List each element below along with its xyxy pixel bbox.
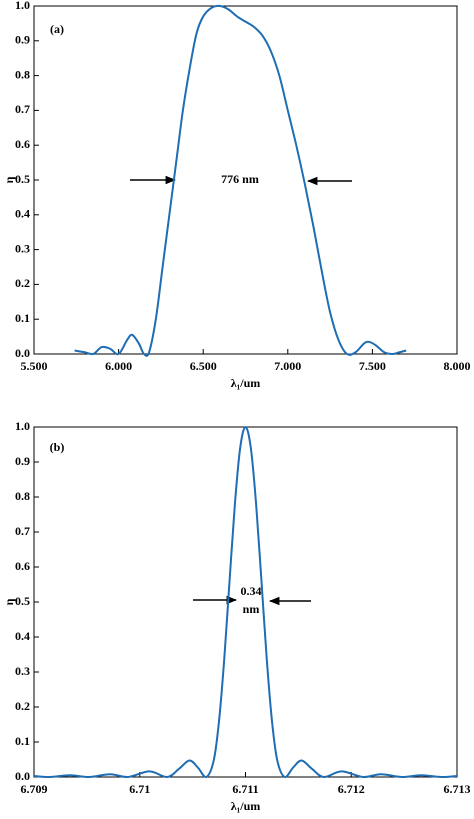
y-tick-label: 0.8 (15, 67, 30, 81)
panel-label: (a) (50, 22, 64, 36)
y-tick-label: 0.0 (15, 769, 30, 783)
y-tick-label: 0.4 (15, 207, 30, 221)
y-tick-label: 0.4 (15, 629, 30, 643)
y-axis-label: η (2, 176, 16, 183)
y-axis-label: η (2, 598, 16, 605)
x-axis-label: λ₁/um (231, 799, 261, 813)
y-tick-label: 0.2 (15, 276, 30, 290)
data-line (74, 4, 407, 357)
y-tick-label: 1.0 (15, 0, 30, 12)
y-tick-label: 0.9 (15, 33, 30, 47)
y-tick-label: 0.7 (15, 524, 30, 538)
data-line (33, 425, 458, 779)
y-tick-label: 0.8 (15, 489, 30, 503)
y-tick-label: 0.6 (15, 559, 30, 573)
y-tick-label: 0.9 (15, 454, 30, 468)
y-tick-label: 1.0 (15, 419, 30, 433)
annotation: 0.34 (241, 584, 262, 598)
x-tick-label: 7.500 (359, 359, 386, 373)
x-tick-label: 6.71 (129, 782, 150, 796)
y-tick-label: 0.7 (15, 102, 30, 116)
y-tick-label: 0.0 (15, 346, 30, 360)
x-tick-label: 6.712 (338, 782, 365, 796)
panel-label: (b) (50, 440, 65, 454)
y-tick-label: 0.2 (15, 699, 30, 713)
x-tick-label: 6.713 (444, 782, 471, 796)
y-tick-label: 0.1 (15, 311, 30, 325)
x-tick-label: 7.000 (274, 359, 301, 373)
x-tick-label: 6.000 (105, 359, 132, 373)
y-tick-label: 0.1 (15, 734, 30, 748)
x-tick-label: 8.000 (444, 359, 471, 373)
x-tick-label: 6.711 (232, 782, 258, 796)
x-tick-label: 6.500 (190, 359, 217, 373)
x-tick-label: 6.709 (21, 782, 48, 796)
annotation: 776 nm (221, 172, 259, 186)
y-tick-label: 0.5 (15, 172, 30, 186)
annotation: nm (243, 602, 260, 616)
y-tick-label: 0.3 (15, 664, 30, 678)
y-tick-label: 0.6 (15, 137, 30, 151)
x-tick-label: 5.500 (21, 359, 48, 373)
y-tick-label: 0.3 (15, 241, 30, 255)
x-axis-label: λ₁/um (231, 376, 261, 390)
y-tick-label: 0.5 (15, 594, 30, 608)
